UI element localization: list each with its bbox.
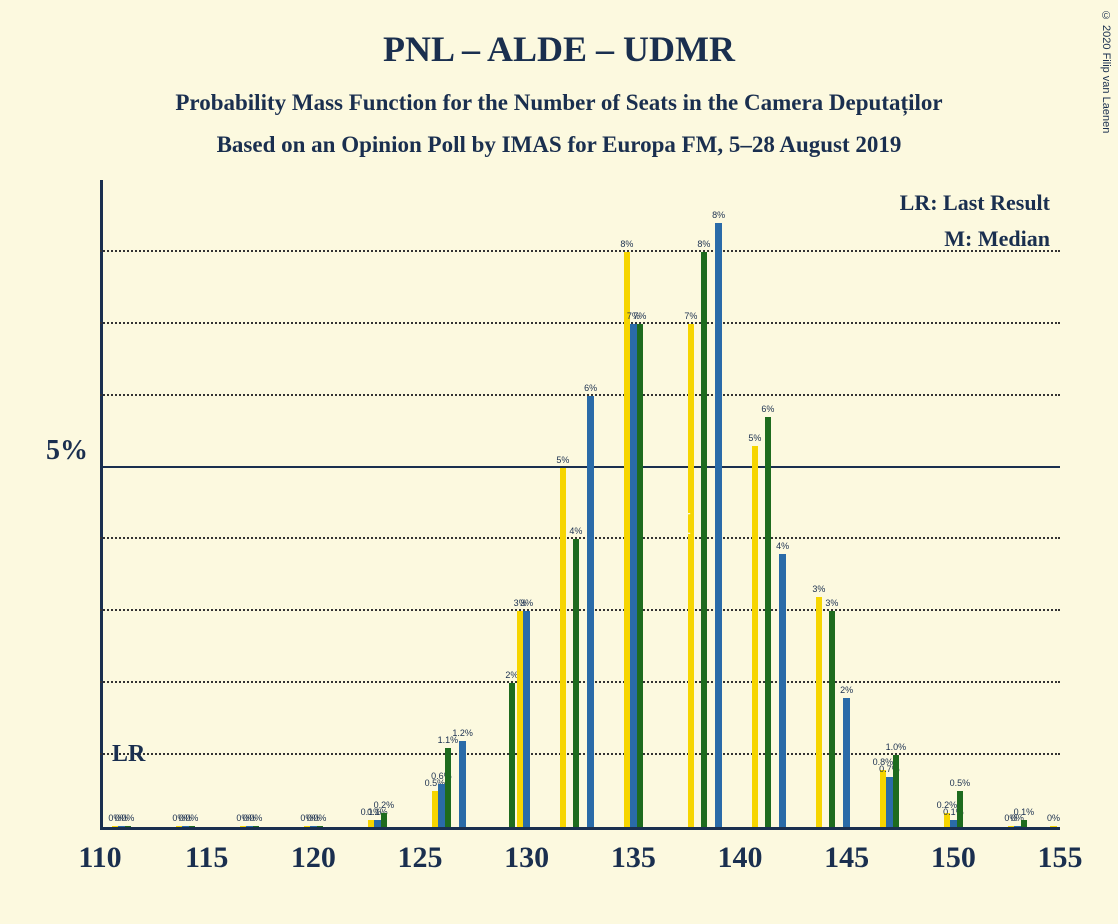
bar-c xyxy=(1021,820,1028,827)
bar-value-label: 7% xyxy=(633,311,646,321)
y-tick-label: 5% xyxy=(46,435,88,467)
bar-value-label: 0.5% xyxy=(950,778,971,788)
copyright-text: © 2020 Filip van Laenen xyxy=(1100,10,1112,133)
gridline xyxy=(100,681,1060,683)
x-tick-label: 120 xyxy=(291,841,336,875)
bar-value-label: 0% xyxy=(185,813,198,823)
bar-value-label: 6% xyxy=(761,404,774,414)
bar-value-label: 4% xyxy=(776,541,789,551)
bar-c xyxy=(253,826,260,827)
bar-value-label: 7% xyxy=(684,311,697,321)
lr-marker: LR xyxy=(112,741,145,768)
x-tick-label: 110 xyxy=(78,841,121,875)
bar-value-label: 2% xyxy=(840,685,853,695)
bar-a xyxy=(816,597,823,827)
bar-c xyxy=(381,813,388,827)
legend-lr: LR: Last Result xyxy=(900,190,1050,216)
bar-value-label: 1.2% xyxy=(452,728,473,738)
legend-m: M: Median xyxy=(944,226,1050,252)
bar-value-label: 5% xyxy=(748,433,761,443)
bar-value-label: 0% xyxy=(249,813,262,823)
gridline xyxy=(100,609,1060,611)
gridline xyxy=(100,466,1060,468)
chart-subtitle-1: Probability Mass Function for the Number… xyxy=(0,70,1118,116)
bar-c xyxy=(637,324,644,827)
bar-value-label: 8% xyxy=(697,239,710,249)
bar-a xyxy=(560,468,567,827)
bar-a xyxy=(688,324,695,827)
x-tick-label: 140 xyxy=(718,841,763,875)
median-marker: M xyxy=(661,505,691,542)
x-axis xyxy=(100,827,1060,830)
bar-c xyxy=(445,748,452,827)
bar-value-label: 0% xyxy=(313,813,326,823)
bar-value-label: 0% xyxy=(121,813,134,823)
x-tick-label: 125 xyxy=(398,841,443,875)
x-tick-label: 130 xyxy=(504,841,549,875)
bar-value-label: 4% xyxy=(569,526,582,536)
bar-value-label: 6% xyxy=(584,383,597,393)
bar-value-label: 3% xyxy=(825,598,838,608)
bar-b xyxy=(587,396,594,827)
x-tick-label: 150 xyxy=(931,841,976,875)
gridline xyxy=(100,537,1060,539)
gridline xyxy=(100,394,1060,396)
y-axis xyxy=(100,180,103,830)
bar-a xyxy=(1050,826,1057,827)
x-tick-label: 145 xyxy=(824,841,869,875)
bar-c xyxy=(957,791,964,827)
bar-value-label: 5% xyxy=(556,455,569,465)
gridline xyxy=(100,322,1060,324)
bar-c xyxy=(893,755,900,827)
bar-c xyxy=(317,826,324,827)
chart-subtitle-2: Based on an Opinion Poll by IMAS for Eur… xyxy=(0,116,1118,158)
bar-b xyxy=(843,698,850,827)
bar-b xyxy=(459,741,466,827)
chart-plot-area: LR: Last Result M: Median 11011512012513… xyxy=(100,180,1060,830)
bar-c xyxy=(509,683,516,827)
bar-value-label: 3% xyxy=(520,598,533,608)
bar-c xyxy=(829,611,836,827)
bar-value-label: 8% xyxy=(620,239,633,249)
bar-c xyxy=(189,826,196,827)
bar-value-label: 1.0% xyxy=(886,742,907,752)
bar-a xyxy=(752,446,759,827)
bar-value-label: 0.2% xyxy=(374,800,395,810)
bar-c xyxy=(125,826,132,827)
chart-title: PNL – ALDE – UDMR xyxy=(0,0,1118,70)
bar-b xyxy=(715,223,722,827)
bar-value-label: 3% xyxy=(812,584,825,594)
bar-value-label: 0.1% xyxy=(1014,807,1035,817)
bar-c xyxy=(765,417,772,827)
x-tick-label: 115 xyxy=(185,841,228,875)
bar-value-label: 8% xyxy=(712,210,725,220)
gridline xyxy=(100,250,1060,252)
bar-c xyxy=(701,252,708,827)
bar-value-label: 0% xyxy=(1047,813,1060,823)
x-tick-label: 155 xyxy=(1038,841,1083,875)
x-tick-label: 135 xyxy=(611,841,656,875)
bar-c xyxy=(573,539,580,827)
bar-b xyxy=(523,611,530,827)
gridline xyxy=(100,753,1060,755)
bar-b xyxy=(779,554,786,827)
